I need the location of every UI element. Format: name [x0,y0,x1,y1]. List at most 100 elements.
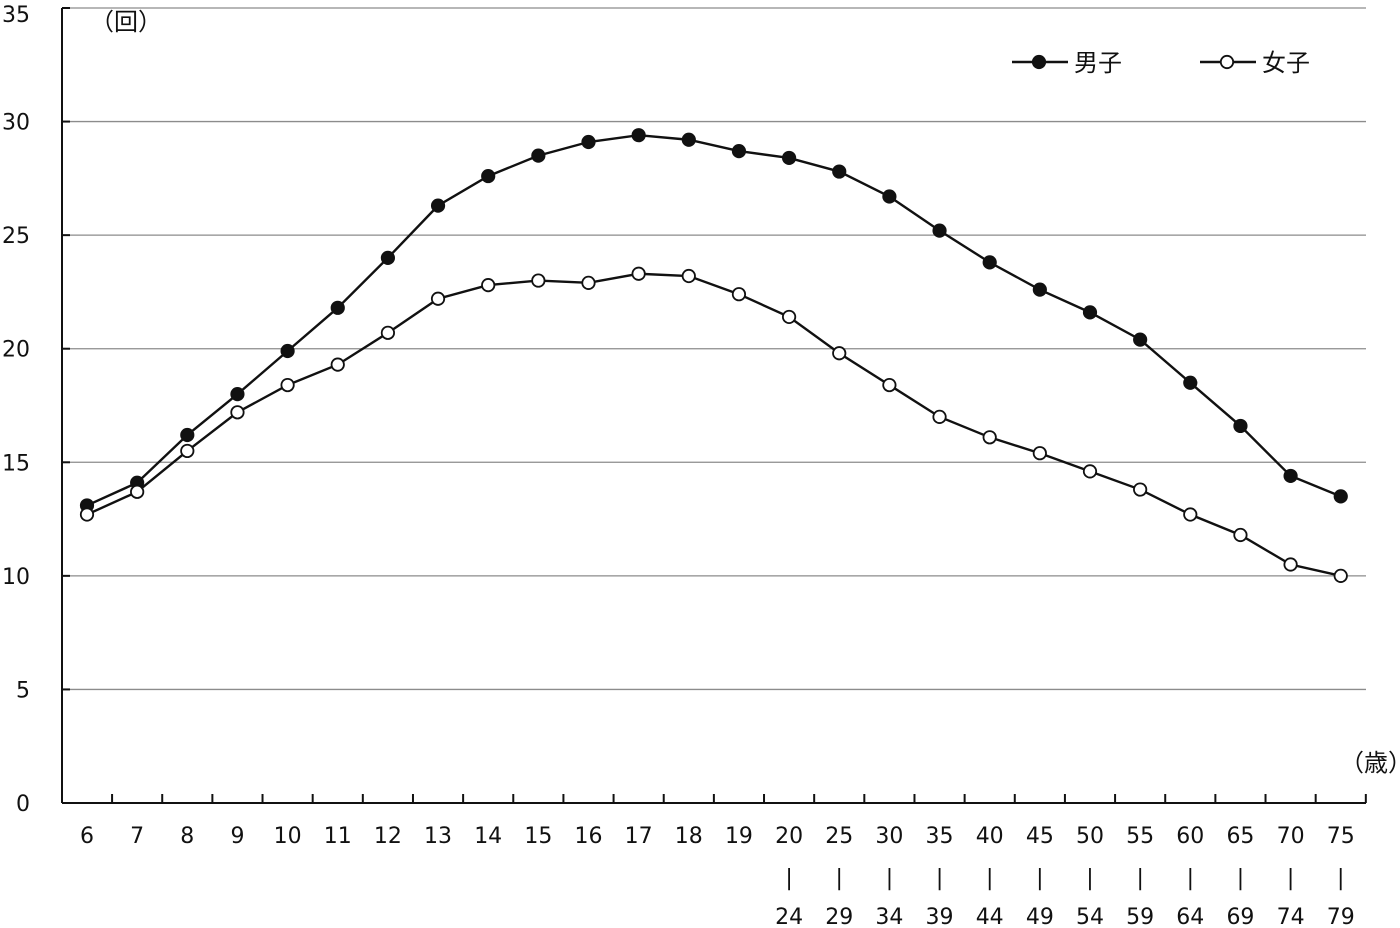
x-tick-label-top: 12 [374,824,402,849]
y-tick-label-0: 0 [16,792,30,817]
x-tick-label-top: 35 [926,824,954,849]
x-tick-label-top: 7 [130,824,144,849]
x-tick-label-range-bar: | [1136,866,1143,891]
legend-marker [1031,54,1047,70]
y-tick-label-15: 15 [2,451,30,476]
data-point [1283,468,1298,484]
series-layer [79,128,1348,583]
data-point [380,250,395,265]
x-tick-label-bottom: 34 [875,905,903,928]
x-tick-label-bottom: 74 [1277,905,1305,928]
data-point [832,346,847,361]
y-tick-label-25: 25 [2,224,30,249]
data-point [180,427,195,443]
x-tick-label-top: 75 [1327,824,1355,849]
data-point [681,268,696,284]
x-tick-label-top: 55 [1126,824,1154,849]
x-tick-label-bottom: 24 [775,905,803,928]
data-point [1032,446,1047,461]
data-point [1082,305,1098,320]
x-tick-label-range-bar: | [886,866,893,891]
data-point [581,134,596,150]
data-point [581,275,596,290]
y-tick-label-20: 20 [2,338,30,363]
data-point [531,148,546,163]
x-tick-label-range-bar: | [1187,866,1194,891]
x-tick-label-top: 50 [1076,824,1104,849]
data-point [1133,332,1148,347]
series-line [86,133,1342,507]
x-tick-label-top: 30 [875,824,903,849]
y-tick-label-30: 30 [2,111,30,136]
data-point [982,255,997,270]
x-tick-label-range-bar: | [1086,866,1093,891]
x-tick-label-range-bar: | [1287,866,1294,891]
x-tick-label-bottom: 44 [976,905,1004,928]
data-point [230,387,245,402]
x-tick-label-top: 70 [1277,824,1305,849]
data-point [631,266,646,281]
series-male [79,128,1348,513]
data-point [481,168,496,184]
x-tick-label-top: 25 [825,824,853,849]
x-tick-label-bottom: 69 [1226,905,1254,928]
data-point [1333,489,1348,504]
x-tick-label-top: 6 [80,824,94,849]
legend: 男子 女子 [1012,49,1310,77]
x-tick-label-top: 11 [324,824,352,849]
data-point [731,287,747,302]
legend-item-female: 女子 [1200,49,1310,77]
data-point [1233,418,1248,434]
x-tick-label-top: 65 [1226,824,1254,849]
x-tick-label-top: 40 [976,824,1004,849]
data-point [1183,375,1198,390]
x-tick-label-range-bar: | [785,866,792,891]
x-tick-label-top: 45 [1026,824,1054,849]
data-point [731,144,747,159]
x-axis-ticks: 6 7 8 9 10 11 12 13 14 15 16 17 18 19 20 | 24 25 | 29 30 | 34 3… [80,794,1367,928]
x-tick-label-bottom: 49 [1026,905,1054,928]
x-tick-label-top: 9 [230,824,244,849]
data-point [781,150,797,166]
data-point [280,377,295,393]
data-point [1183,507,1198,522]
legend-label: 女子 [1262,49,1310,77]
series-line [86,272,1342,578]
x-tick-label-range-bar: | [986,866,993,891]
x-tick-label-top: 16 [575,824,603,849]
x-tick-label-range-bar: | [1036,866,1043,891]
x-tick-label-range-bar: | [936,866,943,891]
x-tick-label-top: 13 [424,824,452,849]
x-tick-label-bottom: 79 [1327,905,1355,928]
data-point [130,484,145,499]
x-tick-label-top: 15 [524,824,552,849]
data-point [230,405,245,420]
x-tick-label-top: 8 [180,824,194,849]
data-point [430,291,446,306]
data-point [1133,482,1148,497]
x-tick-label-bottom: 29 [825,905,853,928]
data-point [882,189,897,204]
data-point [531,273,546,288]
x-tick-label-top: 18 [675,824,703,849]
y-axis-unit-label: （回） [90,8,162,36]
data-point [330,300,345,315]
data-point [781,309,797,325]
data-point [1283,557,1298,572]
legend-marker [1219,54,1235,70]
legend-item-male: 男子 [1012,49,1122,77]
x-tick-label-range-bar: | [1337,866,1344,891]
y-tick-label-5: 5 [16,678,30,703]
data-point [180,443,195,459]
data-point [681,132,696,147]
data-point [832,164,847,179]
series-female [79,266,1348,583]
data-point [481,278,496,293]
y-tick-label-10: 10 [2,565,30,590]
data-point [932,223,947,238]
x-tick-label-top: 20 [775,824,803,849]
data-point [982,430,997,445]
data-point [330,357,345,372]
x-tick-label-range-bar: | [1237,866,1244,891]
data-point [882,377,897,393]
